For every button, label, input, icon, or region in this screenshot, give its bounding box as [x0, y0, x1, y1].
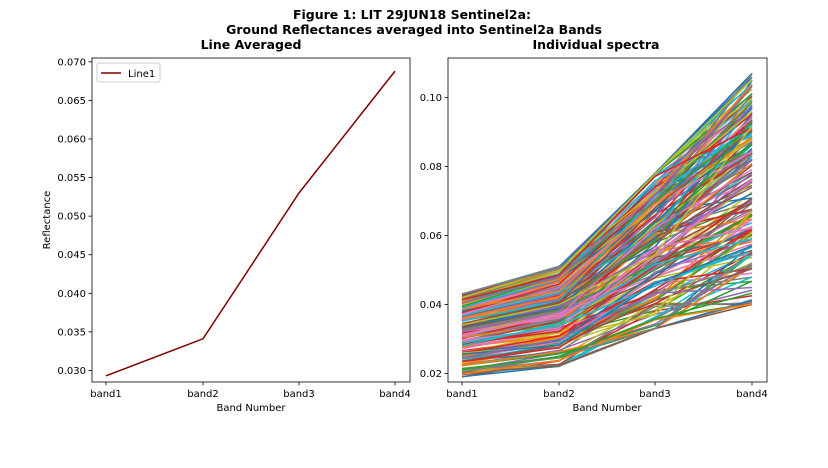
- spectrum-line: [461, 143, 753, 314]
- right-chart-y-axis: 0.02 0.04 0.06 0.08 0.10: [420, 93, 448, 380]
- left-chart-x-tick-label: band4: [379, 389, 411, 400]
- spectrum-line: [461, 136, 753, 310]
- spectrum-line: [461, 268, 753, 354]
- left-chart-y-tick-label: 0.040: [57, 289, 86, 300]
- right-chart-y-tick-label: 0.04: [420, 300, 442, 311]
- spectrum-line: [461, 218, 753, 350]
- spectrum-line: [461, 79, 753, 302]
- left-chart-series: [105, 70, 396, 377]
- legend-label-line1: Line1: [128, 69, 155, 80]
- right-chart-frame: [447, 57, 768, 383]
- left-chart-y-axis: 0.030 0.035 0.040 0.045 0.050 0.055 0.060 0.065…: [57, 57, 92, 377]
- left-chart-y-tick-label: 0.070: [57, 57, 86, 68]
- spectrum-line: [461, 73, 753, 295]
- right-chart: Individual spectra band1 band2 band3 band4 …: [420, 37, 768, 414]
- left-chart-x-label: Band Number: [216, 403, 286, 414]
- figure-suptitle-line1: Figure 1: LIT 29JUN18 Sentinel2a:: [293, 7, 531, 22]
- left-chart-y-tick-label: 0.045: [57, 250, 86, 261]
- left-chart-x-tick-label: band3: [283, 389, 315, 400]
- spectrum-line: [461, 286, 753, 359]
- series-line-line1: [105, 70, 396, 377]
- right-chart-x-label: Band Number: [572, 403, 642, 414]
- left-chart-x-axis: band1 band2 band3 band4: [90, 382, 411, 400]
- spectrum-line: [461, 124, 753, 322]
- right-chart-y-tick-label: 0.08: [420, 162, 442, 173]
- spectrum-line: [461, 126, 753, 301]
- spectrum-line: [461, 303, 753, 375]
- spectrum-line: [461, 152, 753, 331]
- spectrum-line: [461, 301, 753, 373]
- spectrum-line: [461, 268, 753, 363]
- left-chart-y-label: Reflectance: [42, 191, 53, 250]
- left-chart-y-tick-label: 0.030: [57, 366, 86, 377]
- left-chart-frame: [91, 57, 411, 383]
- figure-suptitle-line2: Ground Reflectances averaged into Sentin…: [226, 22, 602, 37]
- left-chart-x-tick-label: band1: [90, 389, 122, 400]
- left-chart: Line Averaged band1 band2 band3 band4 0.030…: [42, 37, 411, 414]
- spectrum-line: [461, 227, 753, 363]
- right-chart-y-tick-label: 0.10: [420, 93, 442, 104]
- left-chart-y-tick-label: 0.060: [57, 135, 86, 146]
- spectrum-line: [461, 151, 753, 315]
- right-chart-x-axis: band1 band2 band3 band4: [446, 382, 768, 400]
- right-chart-x-tick-label: band1: [446, 389, 478, 400]
- spectrum-line: [461, 125, 753, 326]
- left-chart-x-tick-label: band2: [187, 389, 219, 400]
- spectrum-line: [461, 237, 753, 347]
- right-chart-x-tick-label: band2: [543, 389, 575, 400]
- spectrum-line: [461, 129, 753, 326]
- spectrum-line: [461, 245, 753, 355]
- right-chart-title: Individual spectra: [533, 37, 660, 52]
- spectrum-line: [461, 292, 753, 371]
- left-chart-y-tick-label: 0.050: [57, 212, 86, 223]
- spectrum-line: [461, 303, 753, 374]
- right-chart-x-tick-label: band3: [639, 389, 671, 400]
- right-chart-x-tick-label: band4: [736, 389, 768, 400]
- spectrum-line: [461, 85, 753, 304]
- left-chart-title: Line Averaged: [201, 37, 302, 52]
- right-chart-y-tick-label: 0.02: [420, 369, 442, 380]
- left-chart-y-tick-label: 0.055: [57, 173, 86, 184]
- left-chart-legend: Line1: [96, 62, 161, 83]
- right-chart-y-tick-label: 0.06: [420, 231, 442, 242]
- spectrum-line: [461, 208, 753, 340]
- left-chart-y-tick-label: 0.065: [57, 96, 86, 107]
- right-chart-series: [461, 72, 753, 378]
- legend-box: [96, 62, 161, 83]
- spectrum-line: [461, 186, 753, 325]
- left-chart-y-tick-label: 0.035: [57, 327, 86, 338]
- spectrum-line: [461, 181, 753, 325]
